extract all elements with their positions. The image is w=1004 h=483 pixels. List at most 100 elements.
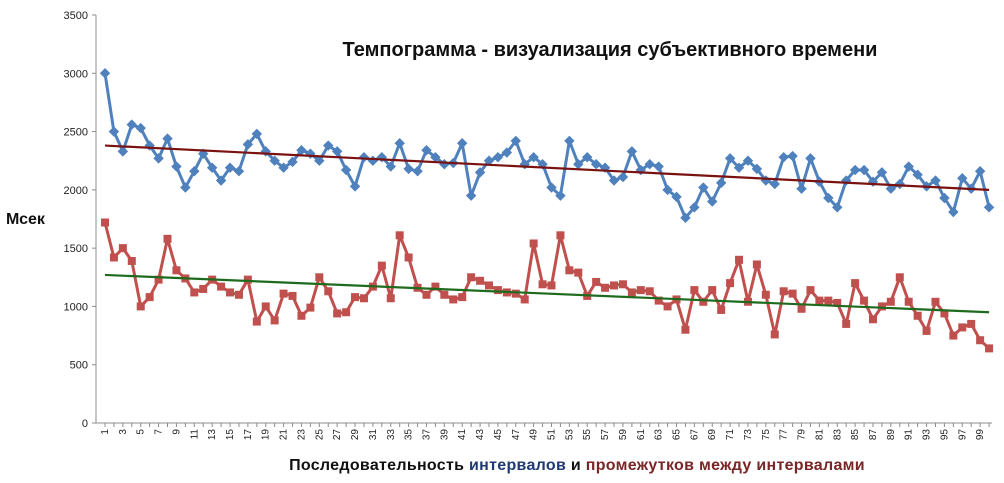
series-2-point [315, 273, 324, 282]
series-1-point [957, 172, 968, 184]
series-1-point [349, 181, 361, 192]
series-2-point [226, 288, 235, 297]
series-1-point [733, 162, 745, 173]
series-1-point [287, 156, 298, 168]
x-tick-label: 5 [136, 429, 147, 435]
x-tick-label: 65 [672, 429, 683, 441]
series-1-point [278, 162, 289, 173]
x-tick-label: 91 [904, 429, 915, 441]
series-2-point [788, 289, 797, 298]
x-tick-label: 93 [922, 429, 933, 441]
series-2-point [493, 286, 502, 295]
y-axis-label: Мсек [6, 211, 46, 228]
x-tick-label: 31 [368, 429, 379, 441]
series-2-point [440, 290, 449, 299]
series-1-point [930, 175, 941, 186]
series-2-point [458, 293, 467, 302]
y-tick-label: 2500 [64, 127, 88, 139]
y-tick-label: 3500 [64, 10, 88, 22]
series-2-point [574, 268, 583, 277]
series-2-point [279, 289, 288, 298]
series-1-point [394, 138, 405, 149]
series-1-point [189, 165, 200, 177]
series-2-point [118, 244, 127, 253]
y-tick-label: 3000 [64, 68, 88, 80]
x-tick-label: 3 [118, 429, 129, 435]
x-tick-label: 21 [279, 429, 290, 441]
series-1-point [778, 152, 789, 163]
series-2-point [484, 281, 493, 290]
x-tick-label: 75 [761, 429, 772, 441]
series-1-point [546, 182, 557, 193]
x-axis-label-part: интервалов [469, 457, 566, 474]
series-1-point [385, 161, 396, 172]
y-tick-label: 1000 [64, 301, 88, 313]
series-1-point [224, 162, 236, 173]
series-2-point [404, 253, 413, 262]
series-1-point [323, 140, 334, 151]
y-tick-label: 1500 [64, 243, 88, 255]
x-tick-label: 9 [171, 429, 182, 435]
x-tick-label: 33 [386, 429, 397, 441]
series-2-point [145, 293, 154, 302]
x-axis-ticks: 1 3 5 7 9 11 13 15 17 19 21 23 25 27 29 31 33 35 37 39 41 43 4… [100, 423, 990, 441]
series-2-point [717, 305, 726, 314]
series-2-point [752, 260, 761, 269]
series-2-point [842, 319, 851, 328]
series-2-point [708, 286, 717, 295]
series-1-point [358, 152, 370, 163]
x-tick-label: 61 [636, 429, 647, 441]
series-1-point [510, 135, 521, 147]
series-1-point [412, 165, 423, 177]
series-1-point [465, 190, 477, 201]
x-tick-label: 39 [439, 429, 450, 441]
series-1-point [403, 163, 414, 175]
x-tick-label: 85 [850, 429, 861, 441]
series-2-point [422, 290, 431, 299]
series-2-point [886, 297, 895, 306]
series-1-point [769, 178, 780, 190]
x-tick-label: 41 [457, 429, 468, 441]
chart-title: Темпограмма - визуализация субъективного… [343, 39, 878, 61]
trendline-2 [104, 273, 990, 314]
series-1-point [912, 169, 923, 180]
series-1-point [689, 202, 700, 213]
series-2-point [797, 304, 806, 313]
x-tick-label: 63 [654, 429, 665, 441]
series-2-point [359, 294, 368, 303]
series-1-point [939, 192, 950, 204]
series-2-point [690, 286, 699, 295]
series-1-point [751, 163, 763, 175]
series-1-point [421, 145, 432, 156]
x-axis-label-part: промежутков между интервалами [586, 457, 865, 474]
series-1-point [314, 155, 325, 166]
series-1-point [948, 206, 959, 218]
series-2-point [681, 325, 690, 334]
x-tick-label: 57 [600, 429, 611, 441]
series-1-point [796, 183, 807, 194]
x-tick-label: 73 [743, 429, 754, 441]
series-2-point [467, 273, 476, 282]
series-1-point [180, 182, 191, 193]
series-1-point [787, 150, 798, 162]
series-1-point [626, 146, 638, 157]
x-tick-label: 25 [314, 429, 325, 441]
series-2-point [136, 302, 145, 311]
x-tick-label: 17 [243, 429, 254, 441]
x-axis-label: Последовательность интервалов и промежут… [289, 457, 865, 474]
x-tick-label: 7 [154, 429, 165, 435]
series-1-point [903, 161, 914, 172]
x-tick-label: 11 [189, 429, 200, 440]
x-tick-label: 97 [957, 429, 968, 441]
series-1-point [555, 190, 566, 201]
x-tick-label: 83 [832, 429, 843, 441]
series-1-point [849, 164, 861, 176]
series-2-point [735, 255, 744, 264]
series-1-point [653, 161, 664, 172]
series-1-point [206, 162, 218, 173]
series-2-point [699, 297, 708, 306]
x-tick-label: 55 [582, 429, 593, 441]
series-2-point [645, 287, 654, 296]
series-1-point [492, 152, 504, 163]
